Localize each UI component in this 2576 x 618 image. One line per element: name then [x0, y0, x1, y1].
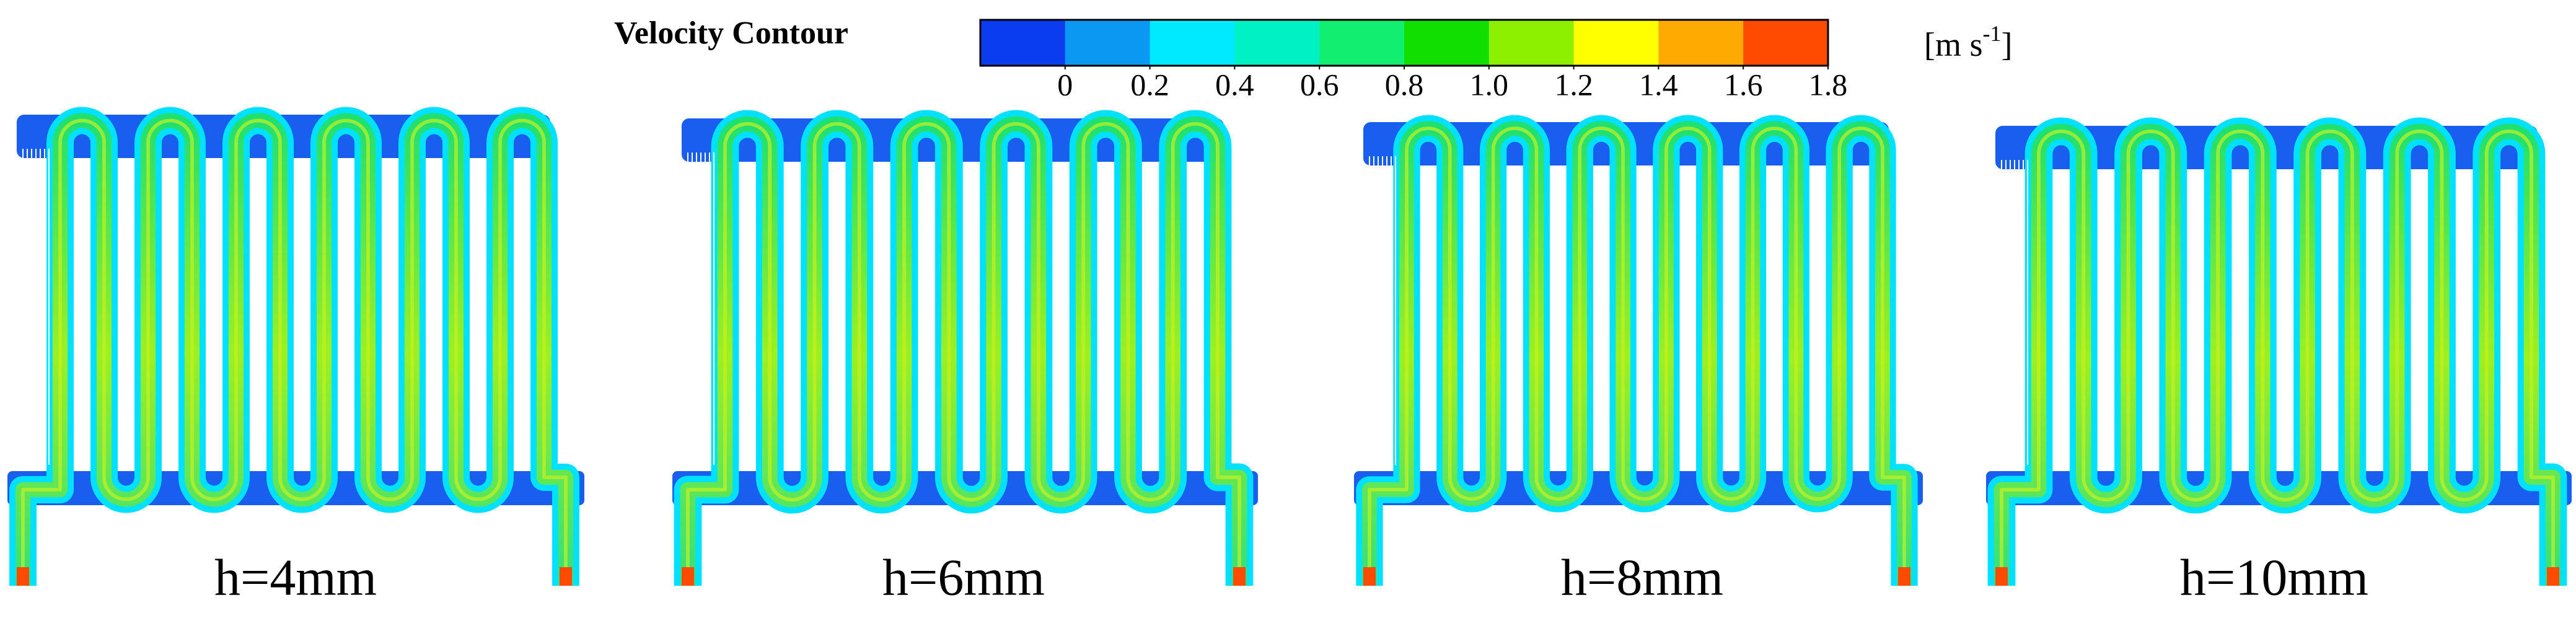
colorbar-segment [1150, 20, 1235, 66]
colorbar-title: Velocity Contour [614, 15, 848, 51]
colorbar-tick-label: 1.6 [1724, 67, 1763, 102]
colorbar-tick-label: 1.2 [1554, 67, 1593, 102]
channel-core [686, 122, 1241, 586]
unit-superscript: -1 [1983, 21, 2002, 46]
colorbar-segment [980, 20, 1066, 66]
panel-label: h=6mm [882, 549, 1045, 606]
channel-core [21, 118, 568, 586]
colorbar-tick-label: 0 [1057, 67, 1073, 102]
channel-core [1368, 126, 1906, 586]
panel-label: h=8mm [1561, 549, 1723, 606]
colorbar-tick-label: 0.2 [1130, 67, 1169, 102]
colorbar-tick-label: 1.0 [1470, 67, 1509, 102]
colorbar-tick-label: 0.4 [1215, 67, 1254, 102]
colorbar-segment [1065, 20, 1151, 66]
outlet-tip [2547, 567, 2559, 586]
inlet-tip [1995, 567, 2008, 586]
colorbar-unit: [m s-1] [1924, 21, 2012, 63]
panel-label: h=4mm [214, 549, 377, 606]
panel-label: h=10mm [2180, 549, 2368, 606]
colorbar-segment [1573, 20, 1659, 66]
colorbar-segment [1234, 20, 1320, 66]
colorbar-tick-label: 1.8 [1809, 67, 1848, 102]
channel-core [2000, 130, 2555, 586]
colorbar-segment [1404, 20, 1490, 66]
unit-text: [m s [1924, 26, 1983, 63]
colorbar-tick-label: 0.8 [1385, 67, 1424, 102]
outlet-tip [560, 567, 572, 586]
colorbar-segment [1743, 20, 1829, 66]
colorbar-segment [1319, 20, 1405, 66]
colorbar-segment [1658, 20, 1744, 66]
outlet-tip [1898, 567, 1910, 586]
unit-text: ] [2002, 26, 2013, 63]
colorbar-tick-label: 1.4 [1639, 67, 1678, 102]
colorbar-tick-label: 0.6 [1300, 67, 1339, 102]
outlet-tip [1233, 567, 1246, 586]
colorbar-segment [1488, 20, 1575, 66]
inlet-tip [1363, 567, 1376, 586]
inlet-tip [17, 567, 29, 586]
inlet-tip [682, 567, 694, 586]
